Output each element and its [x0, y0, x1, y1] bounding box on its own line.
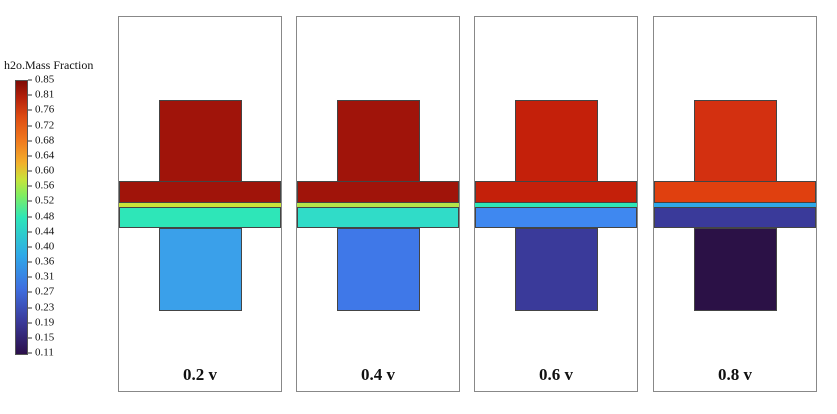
colorbar-tick-label: 0.64 [28, 150, 54, 161]
top-block [159, 100, 242, 182]
colorbar [15, 80, 28, 355]
panel-1: 0.2 v [118, 16, 282, 392]
bottom-block [515, 228, 598, 311]
colorbar-tick-label: 0.44 [28, 226, 54, 237]
colorbar-tick-label: 0.68 [28, 135, 54, 146]
mid-layer [119, 207, 281, 228]
top-layer [119, 181, 281, 203]
bottom-block [337, 228, 420, 311]
interface-band [475, 203, 637, 208]
colorbar-tick-label: 0.76 [28, 104, 54, 116]
mid-layer [475, 207, 637, 228]
panel-label: 0.4 v [361, 365, 395, 384]
top-block [337, 100, 420, 182]
top-layer [475, 181, 637, 203]
colorbar-tick-label: 0.40 [28, 241, 54, 252]
colorbar-tick-label: 0.52 [28, 195, 54, 207]
mid-layer [654, 207, 816, 228]
top-block [694, 100, 777, 182]
panel-label: 0.6 v [539, 365, 573, 384]
colorbar-tick-label: 0.85 [28, 74, 54, 86]
top-block [515, 100, 598, 182]
colorbar-tick-label: 0.19 [28, 317, 54, 328]
colorbar-tick-label: 0.27 [28, 286, 54, 298]
bottom-block [159, 228, 242, 311]
interface-band [119, 203, 281, 208]
panel-4: 0.8 v [653, 16, 817, 392]
panel-label: 0.8 v [718, 365, 752, 384]
top-layer [297, 181, 459, 203]
colorbar-tick-label: 0.15 [28, 332, 54, 343]
colorbar-tick-label: 0.48 [28, 211, 54, 222]
interface-band [297, 203, 459, 208]
panel-2: 0.4 v [296, 16, 460, 392]
panel-label: 0.2 v [183, 365, 217, 384]
panel-3: 0.6 v [474, 16, 638, 392]
colorbar-tick-label: 0.81 [28, 89, 54, 101]
colorbar-tick-label: 0.60 [28, 165, 54, 177]
bottom-block [694, 228, 777, 311]
colorbar-tick-label: 0.23 [28, 302, 54, 313]
mid-layer [297, 207, 459, 228]
colorbar-tick-label: 0.72 [28, 120, 54, 131]
colorbar-tick-label: 0.11 [28, 347, 54, 359]
top-layer [654, 181, 816, 203]
interface-band [654, 203, 816, 208]
colorbar-tick-label: 0.31 [28, 271, 54, 283]
colorbar-tick-label: 0.36 [28, 256, 54, 268]
colorbar-tick-label: 0.56 [28, 180, 54, 192]
legend-title: h2o.Mass Fraction [4, 58, 94, 72]
